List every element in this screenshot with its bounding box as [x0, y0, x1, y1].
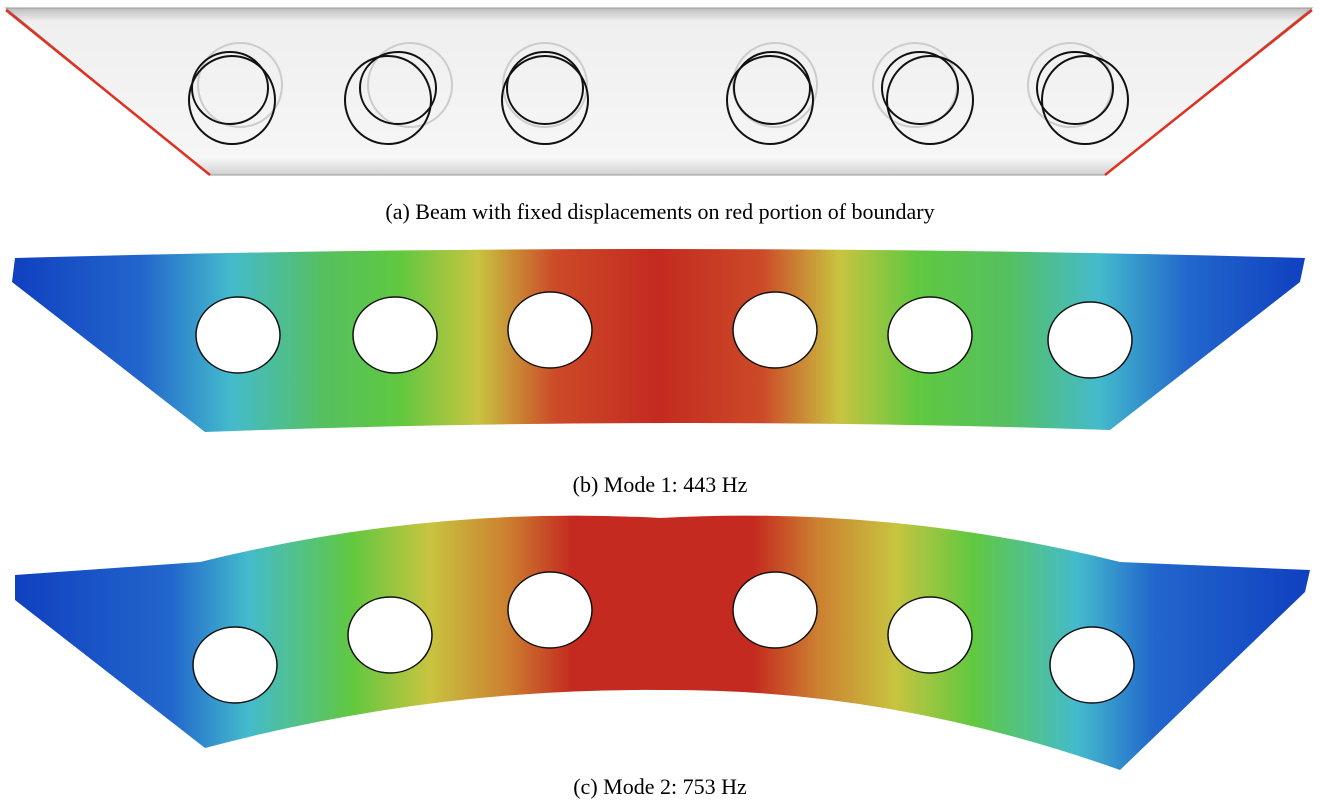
figure: (a) Beam with fixed displacements on red… [0, 0, 1320, 810]
panel-c: (c) Mode 2: 753 Hz [15, 516, 1310, 799]
caption: (a) Beam with fixed displacements on red… [385, 199, 934, 224]
caption: (c) Mode 2: 753 Hz [573, 774, 747, 799]
panel-a: (a) Beam with fixed displacements on red… [6, 8, 1312, 224]
caption: (b) Mode 1: 443 Hz [573, 472, 748, 497]
panel-b: (b) Mode 1: 443 Hz [12, 249, 1305, 497]
beam [6, 8, 1312, 175]
